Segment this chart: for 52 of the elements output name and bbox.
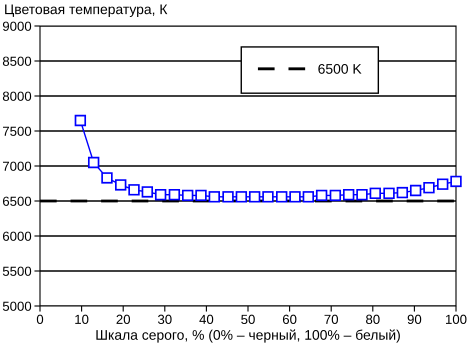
x-tick-label: 40 (199, 314, 214, 324)
x-tick-label: 100 (446, 314, 466, 324)
point (208, 191, 220, 202)
y-tick-label: 6000 (2, 232, 32, 241)
point (356, 189, 368, 200)
x-tick-label: 90 (408, 314, 422, 324)
x-tick-label: 20 (116, 314, 130, 324)
point (383, 188, 395, 199)
point (423, 182, 435, 194)
y-tick-label: 5500 (2, 266, 32, 276)
point (115, 179, 126, 191)
point (74, 114, 86, 126)
x-tick-label: 0 (36, 314, 44, 324)
y-tick-label: 8000 (2, 92, 32, 101)
point (302, 191, 314, 202)
point (276, 191, 288, 202)
point (168, 189, 180, 200)
x-tick-label: 60 (282, 314, 296, 324)
point (88, 156, 100, 168)
point (222, 191, 234, 202)
legend-label: 6500 K (318, 64, 362, 74)
point (410, 184, 422, 196)
x-axis-title: Шкала серого, % (0% – черный, 100% – белый) (96, 329, 400, 343)
point (342, 189, 354, 200)
point (142, 186, 154, 198)
point (236, 191, 248, 202)
x-tick-label: 30 (158, 314, 172, 324)
x-tick-label: 70 (324, 314, 338, 324)
point (128, 184, 140, 196)
point (436, 178, 448, 190)
x-tick-label: 50 (241, 314, 255, 324)
point (450, 176, 462, 188)
point (289, 191, 301, 202)
x-tick-label: 10 (75, 314, 88, 324)
y-tick-label: 5000 (2, 302, 32, 311)
point (154, 189, 166, 200)
point (370, 188, 381, 199)
y-tick-label: 7500 (2, 126, 32, 136)
point (316, 190, 328, 202)
point (248, 191, 260, 202)
x-tick-label: 80 (366, 314, 380, 324)
point (262, 191, 274, 202)
point (182, 190, 194, 202)
point (330, 190, 342, 202)
point (396, 186, 408, 198)
y-axis-title: Цветовая температура, К (5, 4, 168, 17)
y-tick-label: 8500 (2, 56, 32, 66)
point (101, 172, 113, 184)
y-tick-label: 9000 (2, 22, 32, 31)
point (195, 190, 207, 202)
y-tick-label: 7000 (2, 162, 32, 171)
y-tick-label: 6500 (2, 196, 32, 206)
